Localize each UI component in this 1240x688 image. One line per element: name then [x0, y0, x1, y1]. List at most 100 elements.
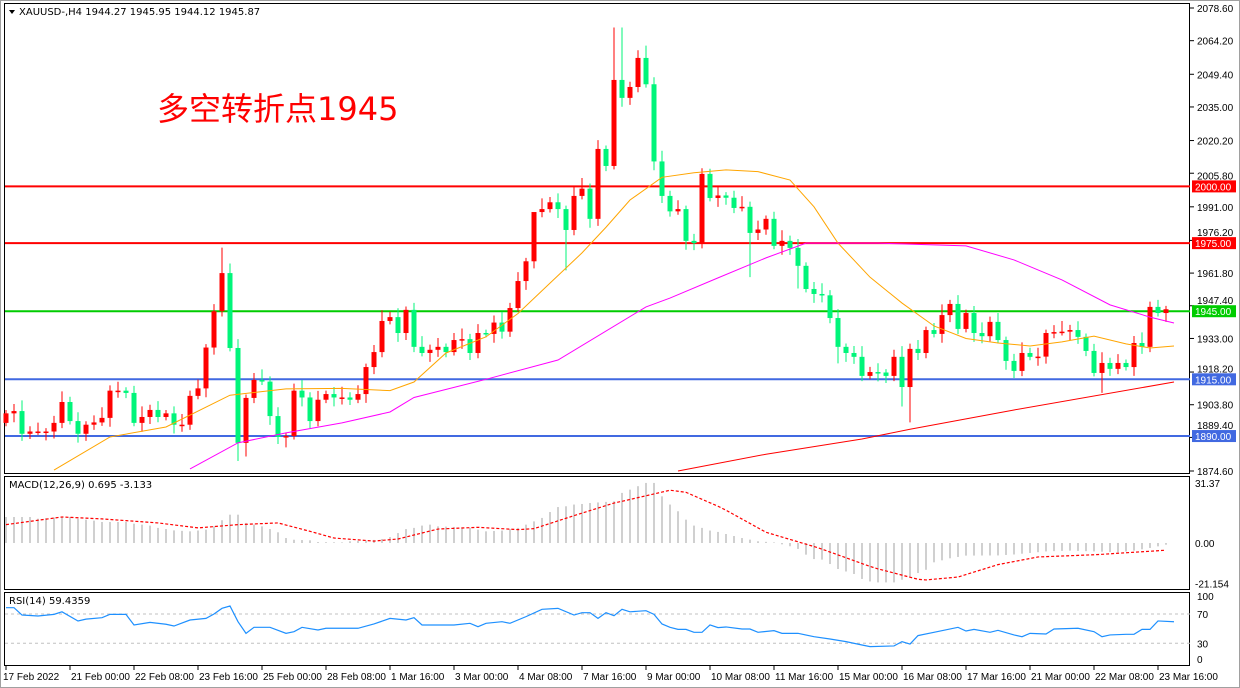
- candle-bullish: [403, 309, 409, 334]
- candle-bullish: [243, 397, 249, 443]
- time-tick-label: 23 Feb 16:00: [199, 672, 258, 683]
- price-tick-label: 1976.20: [1197, 228, 1234, 239]
- candle-bearish: [483, 333, 489, 335]
- rsi-pane[interactable]: [4, 592, 1190, 666]
- candle-bullish: [283, 436, 289, 438]
- candle-bearish: [899, 356, 905, 388]
- price-tag: [1192, 180, 1236, 193]
- candle-bearish: [1003, 340, 1009, 361]
- time-tick-label: 28 Feb 08:00: [327, 672, 386, 683]
- candle-bullish: [579, 188, 585, 196]
- candle-bullish: [715, 195, 721, 198]
- price-tag: [1192, 430, 1236, 443]
- candle-bearish: [643, 57, 649, 85]
- candle-bullish: [435, 346, 441, 350]
- candle-bearish: [651, 84, 657, 162]
- candle-bullish: [11, 411, 17, 414]
- candle-bullish: [531, 212, 537, 262]
- candle-bearish: [771, 218, 777, 246]
- candle-bullish: [179, 424, 185, 427]
- candle-bearish: [979, 333, 985, 337]
- candle-bullish: [755, 229, 761, 233]
- candle-bearish: [331, 394, 337, 398]
- triangle-down-icon[interactable]: [9, 10, 15, 14]
- price-tick-label: 2035.00: [1197, 103, 1234, 114]
- candle-bearish: [1091, 350, 1097, 373]
- candle-bearish: [819, 293, 825, 296]
- price-tick-label: 1961.80: [1197, 269, 1234, 280]
- candle-bullish: [523, 261, 529, 282]
- candle-bearish: [827, 295, 833, 319]
- candle-bearish: [299, 390, 305, 398]
- candle-bullish: [1099, 362, 1105, 373]
- candle-bullish: [515, 281, 521, 309]
- candle-bearish: [1155, 306, 1161, 314]
- candle-bullish: [963, 313, 969, 329]
- candle-bullish: [35, 431, 41, 434]
- candle-bullish: [571, 195, 577, 230]
- candle-bearish: [395, 317, 401, 334]
- candle-bearish: [67, 402, 73, 422]
- time-tick-label: 4 Mar 08:00: [519, 672, 573, 683]
- candle-bullish: [99, 417, 105, 423]
- price-tick-label: 2078.60: [1197, 4, 1234, 15]
- candle-bullish: [1035, 356, 1041, 359]
- time-tick-label: 21 Mar 00:00: [1031, 672, 1090, 683]
- main-pane[interactable]: [4, 3, 1190, 474]
- time-tick-label: 11 Mar 16:00: [775, 672, 834, 683]
- candle-bearish: [307, 397, 313, 422]
- macd-signal-line: [5, 489, 1167, 581]
- candle-bullish: [595, 148, 601, 219]
- time-tick-label: 10 Mar 08:00: [711, 672, 770, 683]
- rsi-tick-label: 100: [1197, 592, 1214, 603]
- price-tag: [1192, 237, 1236, 250]
- candle-bearish: [843, 346, 849, 353]
- candle-bearish: [563, 209, 569, 230]
- candle-bearish: [123, 390, 129, 393]
- candle-bearish: [795, 247, 801, 266]
- candle-bullish: [1115, 362, 1121, 369]
- price-tag-label: 1945.00: [1195, 307, 1232, 318]
- price-tag-label: 1890.00: [1195, 432, 1232, 443]
- candle-bullish: [3, 413, 9, 423]
- candle-bearish: [155, 409, 161, 417]
- candle-bearish: [811, 288, 817, 294]
- candle-bullish: [459, 339, 465, 341]
- time-tick-label: 17 Mar 16:00: [967, 672, 1026, 683]
- candle-bearish: [75, 421, 81, 434]
- candle-bullish: [219, 273, 225, 312]
- candle-bearish: [275, 416, 281, 437]
- price-tick-label: 1889.40: [1197, 421, 1234, 432]
- rsi-plot: [5, 605, 1190, 648]
- candle-bearish: [131, 392, 137, 423]
- candle-bullish: [387, 317, 393, 321]
- macd-pane[interactable]: [4, 476, 1190, 590]
- price-tick-label: 1947.40: [1197, 296, 1234, 307]
- candle-bearish: [171, 413, 177, 425]
- time-tick-label: 22 Feb 08:00: [135, 672, 194, 683]
- rsi-tick-label: 30: [1197, 639, 1209, 650]
- candle-bullish: [491, 322, 497, 334]
- candle-bearish: [875, 372, 881, 374]
- macd-tick-label: 31.37: [1195, 479, 1220, 490]
- macd-plot: [5, 482, 1167, 583]
- price-tag: [1192, 373, 1236, 386]
- candle-bullish: [891, 356, 897, 376]
- candle-bullish: [339, 397, 345, 399]
- candle-bullish: [611, 79, 617, 166]
- price-tick-label: 2005.80: [1197, 171, 1234, 182]
- price-plot: [3, 27, 1190, 472]
- candle-bullish: [907, 348, 913, 388]
- price-tick-label: 1874.60: [1197, 467, 1234, 478]
- candle-bullish: [363, 367, 369, 395]
- candle-bullish: [635, 57, 641, 87]
- candle-bullish: [291, 390, 297, 437]
- time-tick-label: 21 Feb 00:00: [71, 672, 130, 683]
- time-tick-label: 15 Mar 00:00: [839, 672, 898, 683]
- candle-bullish: [699, 173, 705, 244]
- candle-bullish: [147, 409, 153, 417]
- time-tick-label: 16 Mar 08:00: [903, 672, 962, 683]
- candle-bullish: [1163, 309, 1169, 314]
